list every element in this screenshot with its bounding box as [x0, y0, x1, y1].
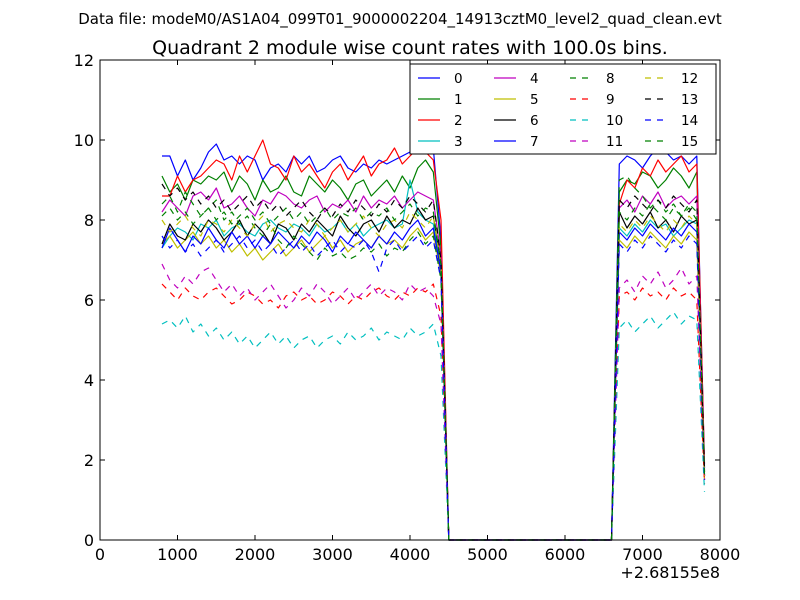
x-tick-label: 8000 — [700, 545, 741, 564]
x-tick-label: 1000 — [157, 545, 198, 564]
legend-label-6: 6 — [530, 113, 539, 129]
x-tick-label: 3000 — [312, 545, 353, 564]
legend-label-11: 11 — [606, 134, 623, 150]
y-tick-label: 2 — [84, 451, 94, 470]
suptitle: Data file: modeM0/AS1A04_099T01_90000022… — [78, 10, 722, 29]
y-tick-label: 6 — [84, 291, 94, 310]
legend-label-8: 8 — [606, 71, 615, 87]
x-offset-label: +2.68155e8 — [620, 563, 720, 582]
legend-label-2: 2 — [454, 113, 463, 129]
y-tick-label: 8 — [84, 211, 94, 230]
legend-label-3: 3 — [454, 134, 463, 150]
series-line-9 — [161, 283, 706, 541]
legend-label-7: 7 — [530, 134, 539, 150]
x-tick-label: 6000 — [545, 545, 586, 564]
legend-label-9: 9 — [606, 92, 615, 108]
legend-label-13: 13 — [681, 92, 698, 108]
legend-label-12: 12 — [681, 71, 698, 87]
legend-box — [409, 63, 717, 155]
series-layer — [161, 139, 706, 541]
x-tick-label: 7000 — [622, 545, 663, 564]
legend-label-5: 5 — [530, 92, 539, 108]
x-tick-label: 0 — [95, 545, 105, 564]
x-tick-label: 4000 — [390, 545, 431, 564]
series-line-14 — [161, 235, 706, 541]
series-line-15 — [161, 203, 706, 541]
x-tick-label: 2000 — [235, 545, 276, 564]
legend-label-10: 10 — [606, 113, 623, 129]
chart-title: Quadrant 2 module wise count rates with … — [152, 37, 668, 59]
x-tick-label: 5000 — [467, 545, 508, 564]
y-tick-label: 10 — [74, 131, 94, 150]
legend-label-14: 14 — [681, 113, 698, 129]
y-tick-label: 12 — [74, 51, 94, 70]
y-tick-label: 4 — [84, 371, 94, 390]
legend-label-0: 0 — [454, 71, 463, 87]
legend-label-1: 1 — [454, 92, 463, 108]
legend-label-15: 15 — [681, 134, 698, 150]
legend-label-4: 4 — [530, 71, 539, 87]
x-axis: 0 1000 2000 3000 4000 5000 6000 7000 8000 — [95, 60, 740, 564]
y-tick-label: 0 — [84, 531, 94, 550]
